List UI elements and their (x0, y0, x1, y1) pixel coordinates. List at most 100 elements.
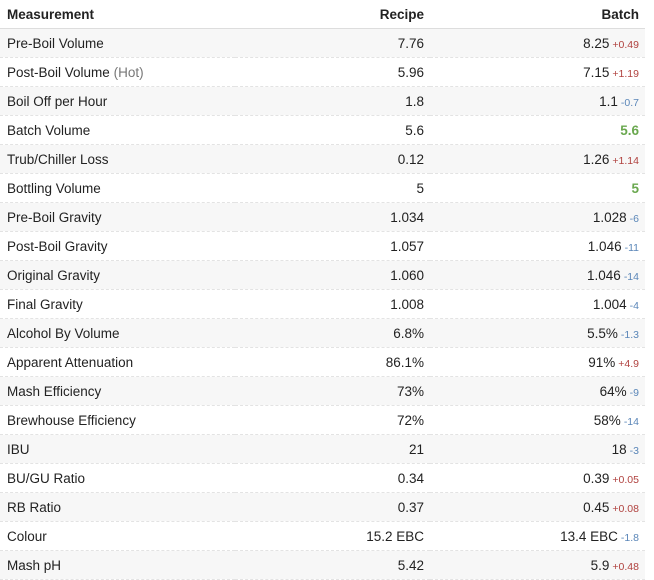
recipe-value: 5 (235, 173, 430, 203)
measurement-column-header: Measurement (0, 0, 235, 29)
batch-value: 0.39 (583, 470, 610, 486)
recipe-value: 72% (235, 405, 430, 435)
table-header-row: Measurement Recipe Batch (0, 0, 645, 29)
table-row: IBU 21 18 -3 (0, 434, 645, 464)
batch-difference: -14 (623, 415, 639, 428)
table-row: Pre-Boil Volume 7.76 8.25 +0.49 (0, 28, 645, 58)
batch-difference: -14 (623, 270, 639, 283)
measurement-cell: Mash Efficiency (0, 376, 235, 406)
measurement-label: Pre-Boil Gravity (7, 209, 102, 225)
batch-value: 58% (593, 412, 621, 428)
recipe-value: 15.2 EBC (235, 521, 430, 551)
batch-value: 8.25 (583, 35, 610, 51)
measurement-cell: Brewhouse Efficiency (0, 405, 235, 435)
recipe-value: 0.12 (235, 144, 430, 174)
recipe-value: 5.6 (235, 115, 430, 145)
batch-cell: 1.046 -14 (430, 260, 645, 290)
batch-cell: 5 (430, 173, 645, 203)
measurement-cell: Pre-Boil Volume (0, 28, 235, 58)
batch-value: 5.9 (590, 557, 610, 573)
batch-column-header: Batch (430, 0, 645, 29)
batch-value: 1.028 (592, 209, 627, 225)
table-row: Brewhouse Efficiency 72% 58% -14 (0, 405, 645, 435)
measurement-label: Bottling Volume (7, 180, 101, 196)
batch-value: 0.45 (583, 499, 610, 515)
batch-value: 18 (611, 441, 627, 457)
measurement-label: Pre-Boil Volume (7, 35, 104, 51)
recipe-value: 73% (235, 376, 430, 406)
batch-difference: +0.08 (612, 502, 639, 515)
measurement-label: IBU (7, 441, 30, 457)
batch-cell: 18 -3 (430, 434, 645, 464)
table-row: BU/GU Ratio 0.34 0.39 +0.05 (0, 463, 645, 493)
table-row: Pre-Boil Gravity 1.034 1.028 -6 (0, 202, 645, 232)
batch-difference: +1.19 (612, 67, 639, 80)
batch-cell: 1.028 -6 (430, 202, 645, 232)
table-row: Alcohol By Volume 6.8% 5.5% -1.3 (0, 318, 645, 348)
measurement-cell: BU/GU Ratio (0, 463, 235, 493)
measurement-label: Original Gravity (7, 267, 101, 283)
recipe-value: 86.1% (235, 347, 430, 377)
batch-difference: +0.49 (612, 38, 639, 51)
batch-value: 1.1 (599, 93, 618, 109)
table-row: Batch Volume 5.6 5.6 (0, 115, 645, 145)
batch-value: 1.046 (587, 267, 621, 283)
recipe-value: 21 (235, 434, 430, 464)
batch-value: 64% (599, 383, 627, 399)
table-row: Final Gravity 1.008 1.004 -4 (0, 289, 645, 319)
batch-difference: +1.14 (612, 154, 639, 167)
recipe-value: 1.034 (235, 202, 430, 232)
measurement-label: BU/GU Ratio (7, 470, 86, 486)
measurement-label: Final Gravity (7, 296, 83, 312)
batch-cell: 0.39 +0.05 (430, 463, 645, 493)
recipe-column-header: Recipe (235, 0, 430, 29)
batch-difference: -3 (629, 444, 639, 457)
measurement-label: Trub/Chiller Loss (7, 151, 109, 167)
measurement-label: Mash Efficiency (7, 383, 102, 399)
measurement-note: (Hot) (113, 64, 144, 80)
recipe-value: 5.96 (235, 57, 430, 87)
batch-cell: 91% +4.9 (430, 347, 645, 377)
measurement-label: Mash pH (7, 557, 62, 573)
batch-value: 7.15 (583, 64, 610, 80)
batch-cell: 64% -9 (430, 376, 645, 406)
batch-difference: -6 (629, 212, 639, 225)
table-row: Post-Boil Gravity 1.057 1.046 -11 (0, 231, 645, 261)
measurement-cell: Apparent Attenuation (0, 347, 235, 377)
batch-difference: -4 (629, 299, 639, 312)
recipe-value: 1.060 (235, 260, 430, 290)
measurement-cell: Mash pH (0, 550, 235, 580)
batch-cell: 0.45 +0.08 (430, 492, 645, 522)
batch-value: 1.046 (587, 238, 622, 254)
table-row: Bottling Volume 5 5 (0, 173, 645, 203)
batch-value: 91% (588, 354, 616, 370)
batch-difference: -9 (629, 386, 639, 399)
table-row: Mash pH 5.42 5.9 +0.48 (0, 550, 645, 580)
table-row: Trub/Chiller Loss 0.12 1.26 +1.14 (0, 144, 645, 174)
measurement-label: Brewhouse Efficiency (7, 412, 136, 428)
measurement-cell: Bottling Volume (0, 173, 235, 203)
batch-cell: 1.1 -0.7 (430, 86, 645, 116)
table-row: Colour 15.2 EBC 13.4 EBC -1.8 (0, 521, 645, 551)
measurement-cell: Original Gravity (0, 260, 235, 290)
measurement-label: Post-Boil Gravity (7, 238, 108, 254)
measurement-cell: Pre-Boil Gravity (0, 202, 235, 232)
measurement-label: Apparent Attenuation (7, 354, 134, 370)
batch-value: 1.004 (592, 296, 627, 312)
measurement-cell: Post-Boil Volume (Hot) (0, 57, 235, 87)
measurement-cell: RB Ratio (0, 492, 235, 522)
batch-value: 5.6 (620, 122, 639, 138)
batch-difference: +4.9 (618, 357, 639, 370)
measurement-label: RB Ratio (7, 499, 62, 515)
batch-difference: +0.48 (612, 560, 639, 573)
batch-cell: 1.004 -4 (430, 289, 645, 319)
batch-value: 5.5% (587, 325, 618, 341)
batch-value: 1.26 (583, 151, 610, 167)
table-row: Mash Efficiency 73% 64% -9 (0, 376, 645, 406)
measurement-label: Alcohol By Volume (7, 325, 120, 341)
batch-cell: 1.046 -11 (430, 231, 645, 261)
measurement-label: Batch Volume (7, 122, 91, 138)
recipe-value: 0.37 (235, 492, 430, 522)
measurement-cell: Batch Volume (0, 115, 235, 145)
